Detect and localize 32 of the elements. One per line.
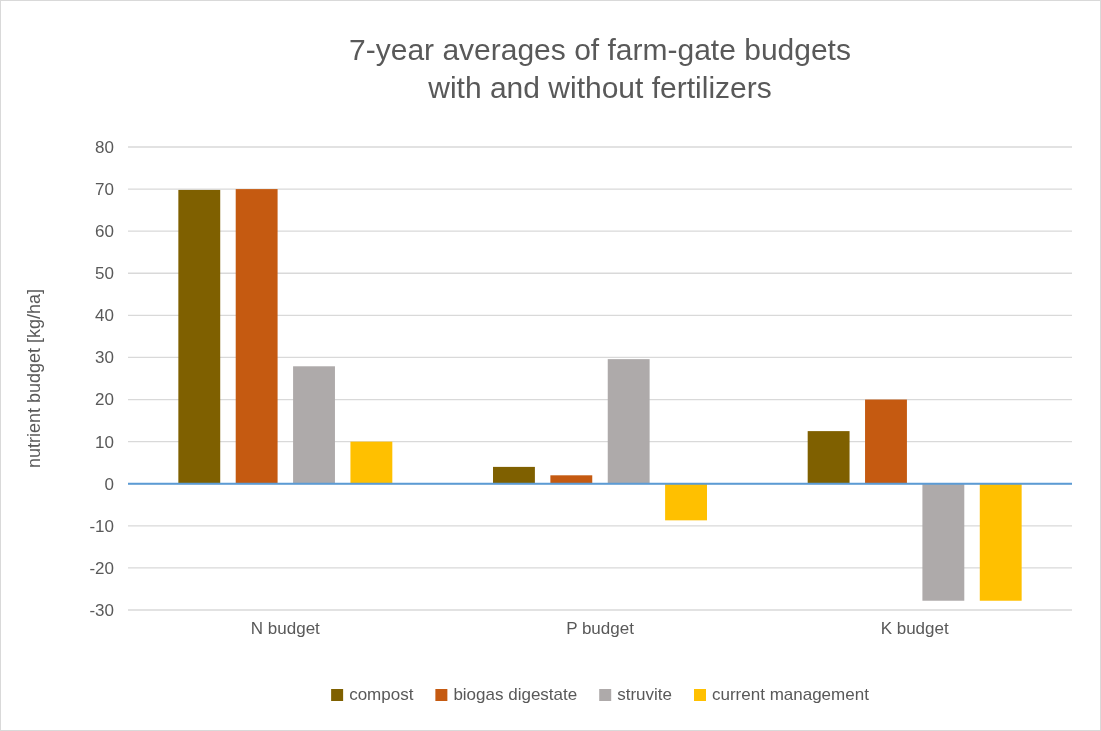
bar [493, 466, 535, 484]
chart-title: 7-year averages of farm-gate budgets with and without fertilizers [349, 33, 851, 104]
y-axis-title: nutrient budget [kg/ha] [24, 288, 44, 469]
bar [293, 366, 335, 484]
y-tick-label: 60 [95, 222, 114, 242]
y-tick-label: 30 [95, 348, 114, 368]
bar [350, 441, 393, 484]
y-tick-label: 0 [104, 474, 114, 494]
legend-label: current management [712, 685, 870, 704]
bar [807, 431, 850, 484]
y-tick-label: 80 [95, 137, 114, 157]
y-tick-label: -10 [89, 516, 114, 536]
legend-label: biogas digestate [453, 685, 578, 704]
y-tick-label: -30 [89, 600, 114, 620]
legend-label: struvite [617, 685, 672, 704]
x-tick-label: N budget [250, 619, 321, 639]
y-tick-label: 70 [95, 180, 114, 200]
bar [865, 399, 907, 484]
bar [235, 189, 278, 484]
bar [178, 189, 221, 484]
y-tick-label: -20 [89, 558, 114, 578]
y-tick-label: 20 [95, 390, 114, 410]
y-tick-label: 40 [95, 306, 114, 326]
bar [922, 483, 965, 601]
legend-label: compost [349, 685, 414, 704]
bar [979, 483, 1022, 601]
y-tick-label: 50 [95, 264, 114, 284]
bar [665, 483, 707, 521]
x-tick-label: K budget [880, 619, 949, 639]
x-tick-label: P budget [566, 619, 635, 639]
bar [607, 359, 650, 484]
y-tick-label: 10 [95, 432, 114, 452]
